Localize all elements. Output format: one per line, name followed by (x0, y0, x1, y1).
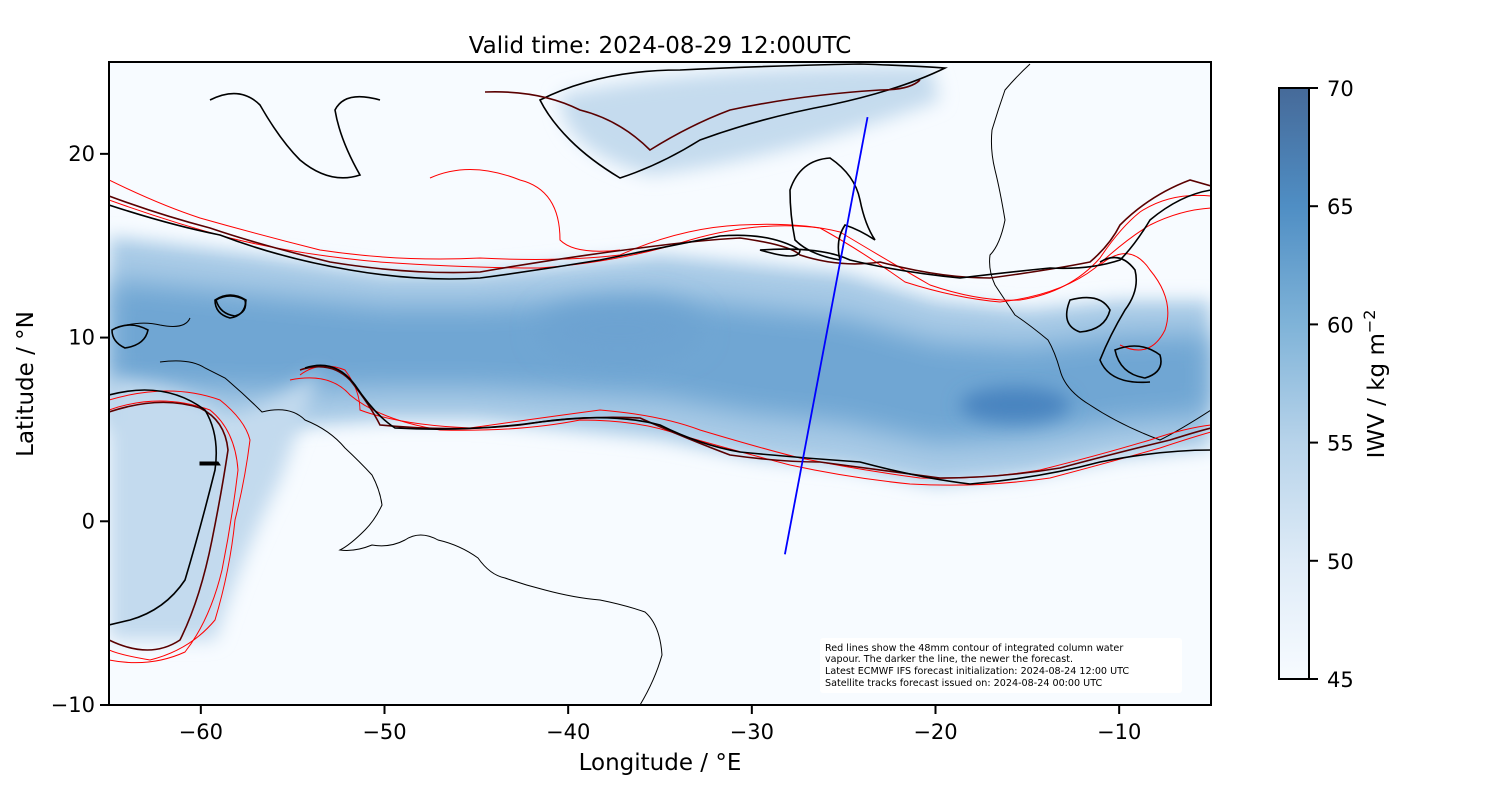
moist-core-west (540, 300, 700, 360)
contour-old-north-2 (109, 199, 1211, 303)
contour-old-north-3 (429, 169, 621, 252)
y-tick-label: −10 (51, 693, 95, 717)
colorbar-label-superscript: −2 (1360, 310, 1379, 334)
coastline-south-america (159, 360, 663, 705)
y-tick-label: 0 (82, 509, 95, 533)
colorbar-tick-label: 55 (1327, 432, 1354, 456)
x-tick-label: −20 (913, 720, 957, 744)
x-tick-label: −60 (179, 720, 223, 744)
contour-old-south-2 (109, 400, 239, 664)
colorbar-tick-label: 70 (1327, 77, 1354, 101)
island-2 (199, 461, 221, 466)
coastline-africa (989, 63, 1211, 441)
colorbar-tick-label: 60 (1327, 313, 1354, 337)
y-tick-label: 20 (68, 142, 95, 166)
forecast-contours-new (109, 63, 1211, 651)
contour-black-north (109, 189, 1211, 280)
moist-region-southwest (109, 370, 320, 640)
coastlines (114, 63, 1211, 705)
moist-core-east (960, 387, 1070, 423)
y-tick-label: 10 (68, 326, 95, 350)
contour-black-southwest-blob (111, 324, 149, 349)
contour-black-africa-blob-2 (1114, 345, 1162, 379)
contour-black-cape-verde (789, 157, 876, 261)
x-axis: −60 −50 −40 −30 −20 −10 (179, 705, 1141, 744)
chart-title: Valid time: 2024-08-29 12:00UTC (469, 33, 852, 59)
x-tick-label: −40 (546, 720, 590, 744)
map-area: Red lines show the 48mm contour of integ… (109, 62, 1211, 705)
annotation-line-1: Red lines show the 48mm contour of integ… (825, 643, 1123, 654)
colorbar-tick-label: 45 (1327, 668, 1354, 692)
contour-dark-south (109, 365, 1211, 651)
annotation-line-2: vapour. The darker the line, the newer t… (825, 654, 1073, 665)
x-tick-label: −50 (362, 720, 406, 744)
contour-black-north-region (538, 63, 948, 179)
moist-band-core (109, 279, 1211, 444)
y-axis: −10 0 10 20 (51, 142, 109, 717)
contour-old-south-3 (299, 365, 1211, 479)
contour-black-africa-blob-1 (1065, 296, 1111, 333)
annotation-line-4: Satellite tracks forecast issued on: 202… (825, 678, 1102, 689)
axes-frame (108, 61, 1212, 706)
colorbar: 45 50 55 60 65 70 IWV / kg m−2 (1278, 77, 1390, 692)
colorbar-ticks: 45 50 55 60 65 70 (1309, 77, 1354, 692)
contour-black-caribbean-blob (214, 294, 247, 319)
satellite-track (784, 116, 869, 555)
contour-black-south (109, 364, 1211, 626)
contour-black-west-islands (209, 92, 381, 179)
x-axis-label: Longitude / °E (579, 750, 742, 776)
colorbar-label-main: IWV / kg m (1364, 333, 1390, 458)
colorbar-tick-label: 65 (1327, 195, 1354, 219)
contour-dark-north-region (484, 79, 921, 152)
iwv-field (109, 65, 1211, 640)
contour-dark-north (109, 179, 1211, 279)
annotation-box: Red lines show the 48mm contour of integ… (820, 638, 1182, 693)
y-axis-label: Latitude / °N (13, 311, 39, 457)
colorbar-gradient (1278, 87, 1310, 680)
contour-old-south-1 (109, 390, 251, 661)
colorbar-tick-label: 50 (1327, 550, 1354, 574)
x-tick-label: −30 (730, 720, 774, 744)
colorbar-label: IWV / kg m−2 (1360, 310, 1390, 459)
annotation-line-3: Latest ECMWF IFS forecast initialization… (825, 666, 1129, 677)
contour-black-africa-loop (1099, 256, 1151, 384)
x-tick-label: −10 (1097, 720, 1141, 744)
annotation-background (820, 638, 1182, 693)
